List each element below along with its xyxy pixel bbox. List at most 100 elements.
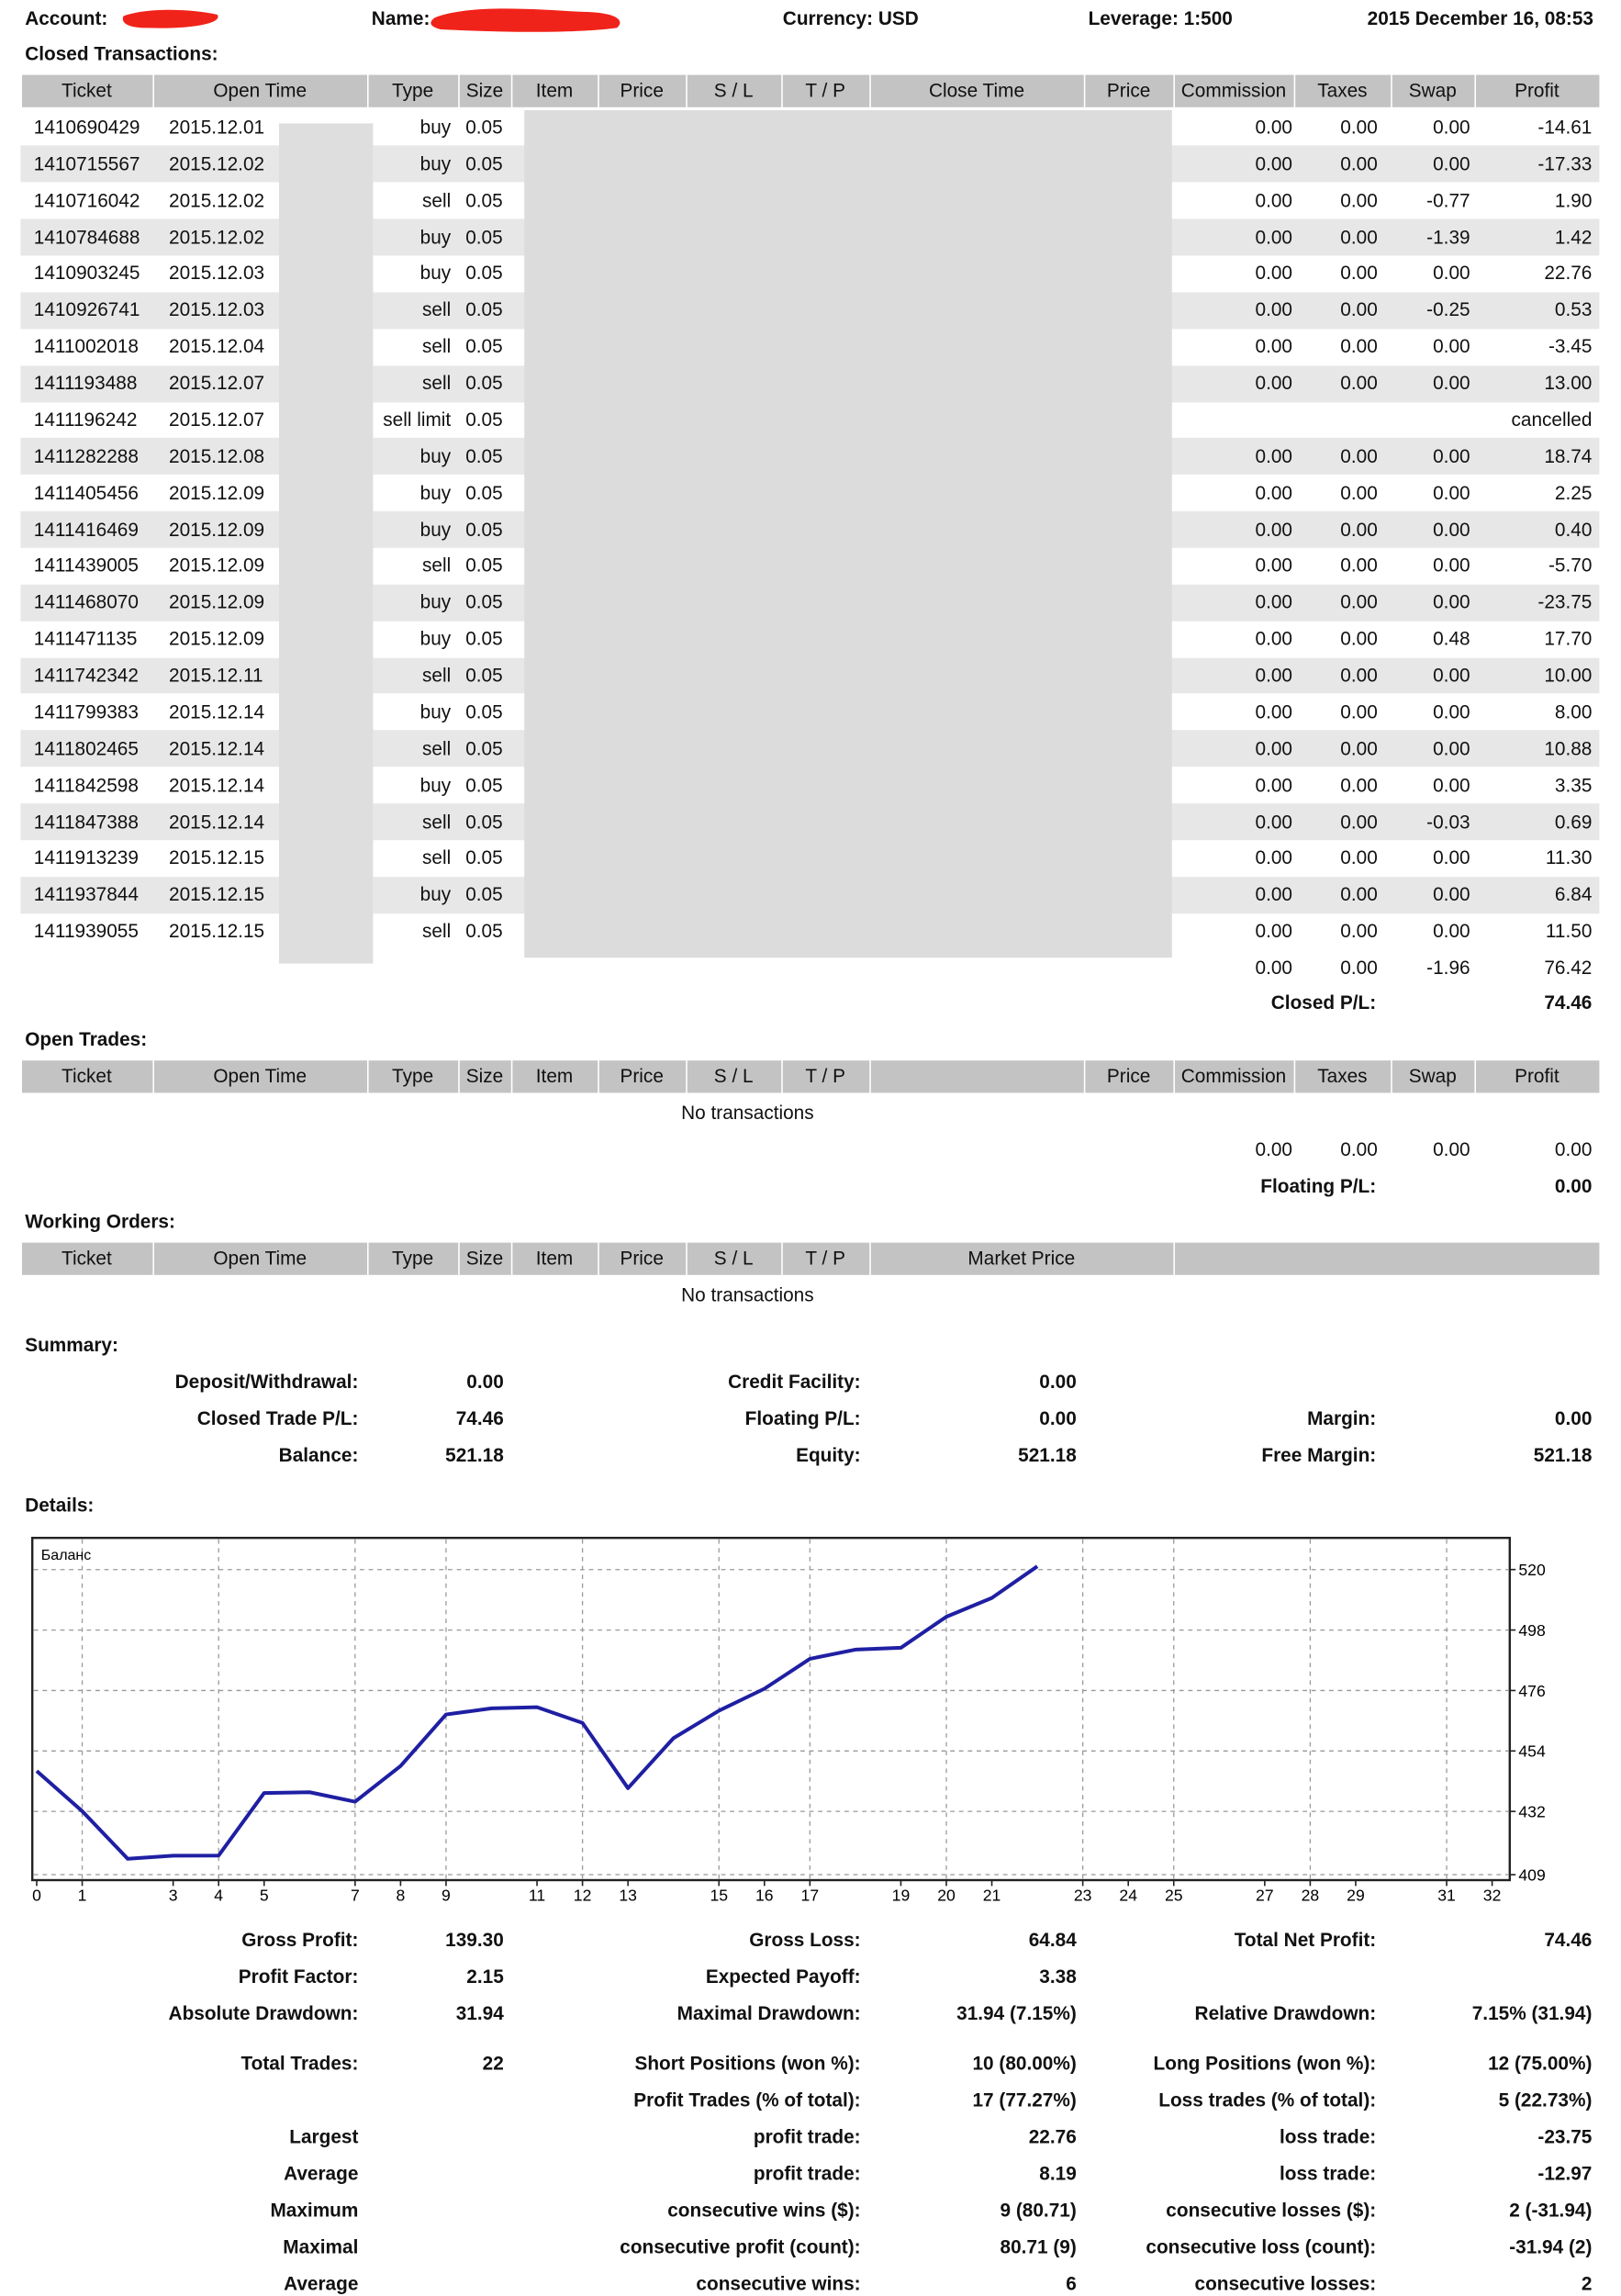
x-tick-label: 23	[1074, 1886, 1092, 1904]
x-tick-label: 32	[1483, 1886, 1502, 1904]
column-header: T / P	[805, 1065, 845, 1087]
section-title: Working Orders:	[25, 1210, 175, 1233]
name-label: Name:	[371, 7, 430, 29]
stat-label: Margin:	[1307, 1406, 1377, 1429]
x-tick-label: 27	[1256, 1886, 1274, 1904]
open-time: 2015.12.09	[169, 627, 265, 650]
header-cell	[687, 1242, 782, 1275]
header-cell	[512, 1242, 598, 1275]
column-header: Swap	[1408, 1065, 1457, 1087]
amount: 0.00	[1255, 736, 1293, 759]
ticket: 1411405456	[33, 481, 139, 504]
header-cell	[22, 1060, 153, 1093]
stat-value: 8.19	[1039, 2162, 1077, 2185]
amount: 0.69	[1554, 810, 1593, 833]
pl-label: Closed P/L:	[1270, 991, 1377, 1014]
total: 76.42	[1544, 956, 1593, 979]
stat-value: 31.94	[455, 2001, 504, 2024]
trade-type: buy	[419, 773, 452, 796]
x-tick-label: 12	[574, 1886, 592, 1904]
amount: 0.00	[1340, 188, 1378, 211]
trade-size: 0.05	[465, 919, 503, 942]
stat-label: Profit Trades (% of total):	[633, 2089, 861, 2111]
stat-value: 12 (75.00%)	[1488, 2052, 1593, 2075]
amount: 0.00	[1433, 919, 1470, 942]
stat-value: 521.18	[1018, 1443, 1077, 1466]
x-tick-label: 13	[619, 1886, 637, 1904]
header-cell	[1392, 1060, 1475, 1093]
amount: cancelled	[1511, 408, 1593, 431]
ticket: 1411913239	[33, 846, 139, 869]
header-cell	[782, 1242, 870, 1275]
trade-size: 0.05	[465, 883, 503, 906]
column-header: T / P	[805, 79, 845, 102]
stat-label: consecutive profit (count):	[620, 2235, 861, 2258]
amount: 0.00	[1255, 700, 1293, 723]
amount: -17.33	[1537, 152, 1593, 175]
stat-label: consecutive losses ($):	[1166, 2199, 1377, 2222]
stat-value: 2	[1581, 2272, 1593, 2295]
header-cell	[1085, 1060, 1174, 1093]
report-date: 2015 December 16, 08:53	[1367, 7, 1593, 29]
amount: 0.00	[1255, 225, 1293, 248]
total: 0.00	[1554, 1138, 1593, 1160]
stat-label: Largest	[289, 2125, 359, 2148]
amount: 0.00	[1255, 810, 1293, 833]
header-cell	[368, 1060, 459, 1093]
amount: 0.00	[1340, 627, 1378, 650]
account-label: Account:	[25, 7, 108, 29]
trade-type: sell	[421, 554, 452, 577]
trade-type: sell	[421, 664, 452, 687]
stat-value: 17 (77.27%)	[972, 2089, 1077, 2111]
column-header: Item	[535, 1247, 574, 1270]
stat-label: consecutive loss (count):	[1146, 2235, 1377, 2258]
ticket: 1411847388	[33, 810, 139, 833]
header-cell	[459, 74, 511, 107]
stat-value: 10 (80.00%)	[972, 2052, 1077, 2075]
ticket: 1410784688	[33, 225, 140, 248]
ticket: 1410926741	[33, 298, 140, 321]
header-cell	[598, 74, 687, 107]
pl-label: Floating P/L:	[1260, 1175, 1377, 1197]
stat-label: Average	[284, 2162, 359, 2185]
trade-type: buy	[419, 444, 452, 467]
redaction	[430, 8, 620, 32]
header-cell	[154, 1242, 367, 1275]
header-cell	[687, 74, 782, 107]
amount: 0.00	[1340, 298, 1378, 321]
trade-type: sell	[421, 188, 452, 211]
amount: 0.00	[1340, 518, 1378, 541]
column-header: Type	[392, 79, 434, 102]
amount: -0.77	[1426, 188, 1470, 211]
y-tick-label: 454	[1518, 1742, 1546, 1761]
amount: 0.40	[1554, 518, 1593, 541]
redaction	[122, 9, 218, 28]
pl-value: 0.00	[1554, 1175, 1593, 1197]
stat-value: 139.30	[445, 1928, 504, 1951]
open-time: 2015.12.14	[169, 700, 265, 723]
amount: 0.00	[1255, 773, 1293, 796]
leverage: Leverage: 1:500	[1088, 7, 1233, 29]
stat-label: Expected Payoff:	[705, 1965, 861, 1988]
ticket: 1411842598	[33, 773, 139, 796]
amount: 0.00	[1340, 444, 1378, 467]
amount: 0.00	[1340, 262, 1378, 285]
column-header: Market Price	[967, 1247, 1076, 1270]
stat-value: 74.46	[1544, 1928, 1593, 1951]
header-cell	[782, 74, 870, 107]
x-tick-label: 16	[755, 1886, 774, 1904]
header-cell	[1295, 74, 1392, 107]
amount: 1.90	[1554, 188, 1593, 211]
amount: 0.00	[1340, 700, 1378, 723]
stat-value: 6	[1066, 2272, 1077, 2295]
column-header: Profit	[1515, 1065, 1560, 1087]
header-cell	[870, 74, 1084, 107]
column-header: Ticket	[61, 1065, 112, 1087]
trade-type: sell	[421, 371, 452, 394]
x-tick-label: 0	[32, 1886, 41, 1904]
column-header: Open Time	[213, 1247, 307, 1270]
open-time: 2015.12.09	[169, 590, 265, 613]
trade-size: 0.05	[465, 700, 503, 723]
trade-type: buy	[419, 262, 452, 285]
